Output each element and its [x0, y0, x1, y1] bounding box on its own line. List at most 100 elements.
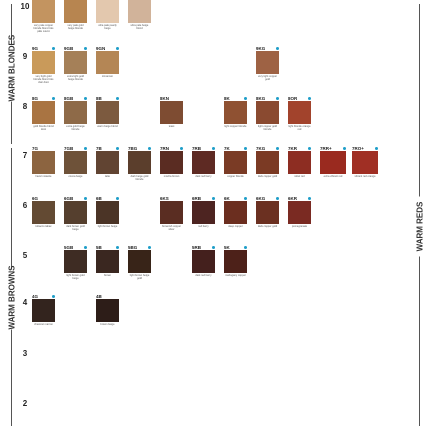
swatch-10-2[interactable]: very pale gold beige blonde	[64, 0, 87, 30]
swatch-caption: light brown beige gold	[129, 274, 150, 280]
color-chip	[96, 250, 119, 273]
color-chip	[320, 151, 346, 174]
swatch-caption: dark red berry	[195, 274, 212, 277]
swatch-7RRplus[interactable]: 7RR+ extra vibrant red	[320, 146, 346, 178]
swatch-8B[interactable]: 8B warm beige blond	[96, 96, 119, 128]
dot-icon	[276, 97, 279, 100]
dot-icon	[212, 246, 215, 249]
level-10: 10	[20, 2, 30, 11]
swatch-caption: copper blonde	[227, 175, 244, 178]
swatch-7GB[interactable]: 7GB cocoa beige	[64, 146, 87, 178]
swatch-7RB[interactable]: 7RB dark red berry	[192, 146, 215, 178]
swatch-7KR[interactable]: 7KR rebel red	[288, 146, 311, 178]
swatch-9KG[interactable]: 9KG very light copper gold	[256, 46, 279, 81]
swatch-5RB[interactable]: 5RB dark red berry	[192, 245, 215, 277]
swatch-caption: ultra pale pearly beige	[98, 24, 117, 30]
dot-icon	[244, 147, 247, 150]
dot-icon	[212, 147, 215, 150]
dot-icon	[308, 197, 311, 200]
swatch-code: 7G	[32, 146, 39, 151]
swatch-code: 9GB	[64, 46, 74, 51]
swatch-6GB[interactable]: 6GB dark brown gold beige	[64, 196, 87, 231]
swatch-caption: warm beige blond	[97, 125, 118, 128]
swatch-5B[interactable]: 5B brown	[96, 245, 119, 277]
swatch-6RB[interactable]: 6RB red berry	[192, 196, 215, 228]
dot-icon	[244, 246, 247, 249]
swatch-7KG[interactable]: 7KG dark copper gold	[256, 146, 279, 178]
color-chip	[64, 250, 87, 273]
level-8: 8	[22, 102, 28, 111]
dot-icon	[276, 47, 279, 50]
color-chip	[256, 101, 279, 124]
swatch-6KR[interactable]: 6KR pomegranate	[288, 196, 311, 228]
swatch-caption: dark copper gold	[257, 175, 278, 178]
swatch-code: 5GB	[64, 245, 74, 250]
swatch-caption: extra vibrant red	[323, 175, 343, 178]
swatch-6B[interactable]: 6B light brown beige	[96, 196, 119, 228]
color-chip	[128, 151, 151, 174]
swatch-7G[interactable]: 7G hazel noisette	[32, 146, 55, 178]
swatch-5BG[interactable]: 5BG light brown beige gold	[128, 245, 151, 280]
swatch-code: 6KS	[160, 196, 169, 201]
swatch-4G[interactable]: 4G chestnut marron	[32, 294, 55, 326]
swatch-7K[interactable]: 7K copper blonde	[224, 146, 247, 178]
swatch-code: 6K	[224, 196, 230, 201]
color-chip	[64, 151, 87, 174]
swatch-6G[interactable]: 6G tobacco tabac	[32, 196, 55, 228]
color-chip	[96, 0, 119, 23]
swatch-9G[interactable]: 9G very light gold blonde blond très cla…	[32, 46, 55, 84]
swatch-5K[interactable]: 5K mahogany copper	[224, 245, 247, 277]
swatch-code: 7RN	[160, 146, 170, 151]
swatch-8KG[interactable]: 8KG light copper gold blonde	[256, 96, 279, 131]
swatch-code: 6KR	[288, 196, 298, 201]
swatch-6KG[interactable]: 6KG dark copper gold	[256, 196, 279, 228]
dot-icon	[343, 147, 346, 150]
swatch-8GB[interactable]: 8GB extra gold beige blonde	[64, 96, 87, 131]
swatch-8OR[interactable]: 8OR light blonde orange red	[288, 96, 311, 131]
swatch-caption: dark red berry	[195, 175, 212, 178]
swatch-6KS[interactable]: 6KS brownish copper silver	[160, 196, 183, 231]
color-chip	[32, 151, 55, 174]
color-chip	[128, 250, 151, 273]
level-2: 2	[22, 399, 28, 408]
swatch-10-4[interactable]: ultra pale beige blond	[128, 0, 151, 30]
swatch-7RN[interactable]: 7RN mocha brown	[160, 146, 183, 178]
swatch-code: 8B	[96, 96, 102, 101]
swatch-4B[interactable]: 4B brown beige	[96, 294, 119, 326]
color-chip	[32, 0, 55, 23]
swatch-8G[interactable]: 8G gold blonde blond doré	[32, 96, 55, 131]
level-3: 3	[22, 349, 28, 358]
swatch-caption: cocoa beige	[68, 175, 83, 178]
color-chip	[64, 51, 87, 74]
swatch-caption: cinnamon	[101, 75, 114, 78]
swatch-6K[interactable]: 6K deep copper	[224, 196, 247, 228]
swatch-10-3[interactable]: ultra pale pearly beige	[96, 0, 119, 30]
color-chip	[96, 101, 119, 124]
swatch-10-1[interactable]: very pale copper blonde blond très pâle …	[32, 0, 55, 33]
color-chip	[96, 201, 119, 224]
dot-icon	[212, 197, 215, 200]
swatch-caption: chestnut marron	[34, 323, 53, 326]
swatch-8KN[interactable]: 8KN toast	[160, 96, 183, 128]
swatch-caption: extra light gold beige blonde	[67, 75, 84, 81]
dot-icon	[116, 47, 119, 50]
swatch-8K[interactable]: 8K light copper blonde	[224, 96, 247, 128]
swatch-7ROplus[interactable]: 7RO+ vibrant red orange	[352, 146, 378, 178]
color-chip	[256, 151, 279, 174]
swatch-5GB[interactable]: 5GB light brown gold beige	[64, 245, 87, 280]
swatch-caption: light blonde orange red	[288, 125, 311, 131]
swatch-9GN[interactable]: 9GN cinnamon	[96, 46, 119, 78]
swatch-caption: light copper gold blonde	[257, 125, 278, 131]
swatch-caption: very light copper gold	[257, 75, 278, 81]
swatch-caption: light copper blonde	[224, 125, 247, 128]
swatch-9GB[interactable]: 9GB extra light gold beige blonde	[64, 46, 87, 81]
swatch-code: 7BG	[128, 146, 138, 151]
dot-icon	[148, 246, 151, 249]
swatch-code: 6KG	[256, 196, 266, 201]
swatch-7B[interactable]: 7B latte	[96, 146, 119, 178]
dot-icon	[52, 295, 55, 298]
color-chip	[224, 101, 247, 124]
swatch-7BG[interactable]: 7BG dark beige gold blonde	[128, 146, 151, 181]
swatch-code: 8GB	[64, 96, 74, 101]
dot-icon	[276, 197, 279, 200]
